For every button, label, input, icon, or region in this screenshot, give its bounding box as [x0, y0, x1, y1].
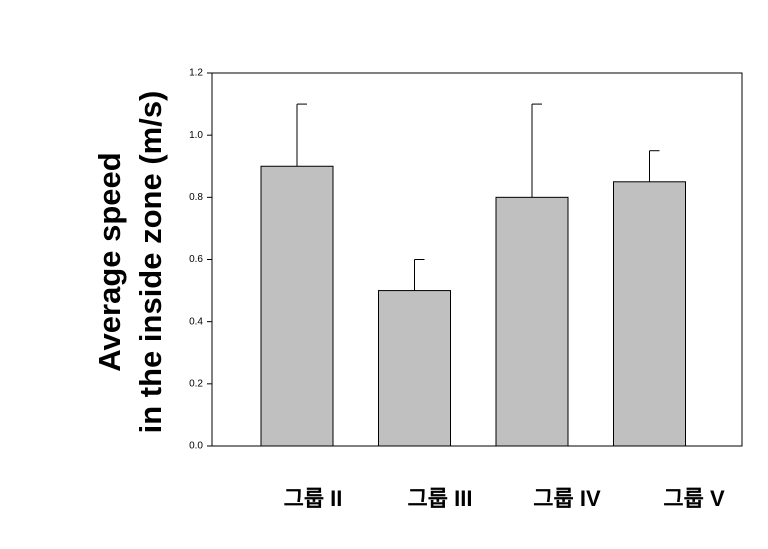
y-tick-label: 0.8 [189, 192, 203, 203]
error-bar [531, 103, 542, 198]
bar [495, 196, 569, 447]
y-axis-label: in the inside zone (m/s) [133, 91, 168, 434]
y-axis-label: Average speed [92, 152, 127, 371]
x-tick-label: 그룹 V [663, 486, 725, 511]
y-tick-label: 0.2 [189, 378, 203, 389]
x-tick-label: 그룹 III [408, 486, 473, 511]
y-tick-label: 1.0 [189, 130, 203, 141]
bar [260, 165, 334, 447]
y-tick-label: 1.2 [189, 68, 203, 79]
x-tick-label: 그룹 II [284, 486, 343, 511]
x-tick-label: 그룹 IV [533, 486, 601, 511]
bar [378, 290, 451, 447]
y-tick-label: 0.0 [189, 441, 203, 452]
error-bar [649, 150, 660, 182]
y-tick-label: 0.4 [189, 316, 203, 327]
bar [613, 181, 686, 447]
y-tick-label: 0.6 [189, 254, 203, 265]
error-bar [296, 103, 307, 167]
error-bar [414, 259, 425, 291]
